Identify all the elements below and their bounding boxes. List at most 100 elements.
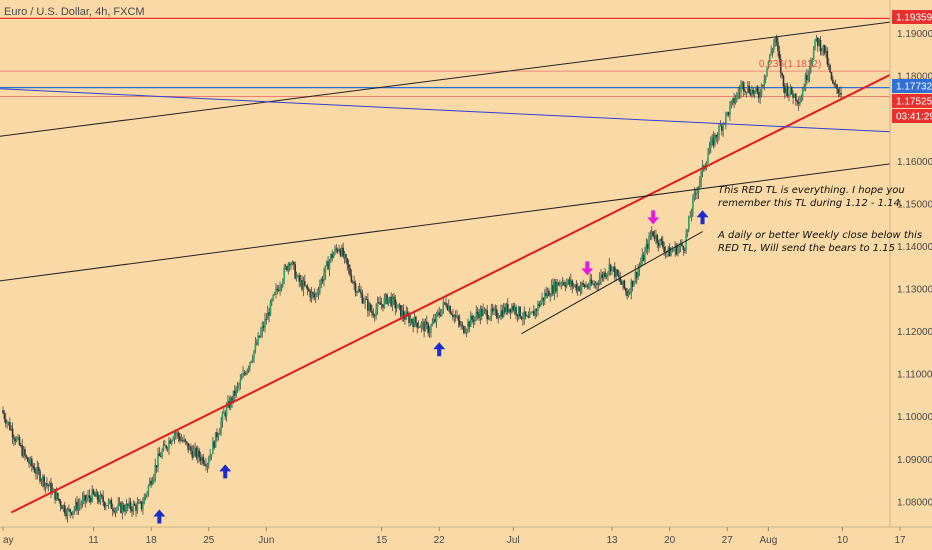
time-tick-label: 17 xyxy=(895,535,907,546)
annotation-note-1-line-2: remember this TL during 1.12 - 1.14. xyxy=(718,198,903,209)
candle-body xyxy=(220,421,222,432)
candle-body xyxy=(457,316,460,321)
candle-body xyxy=(253,350,255,359)
candle-body xyxy=(354,283,357,293)
trend-line-short-channel[interactable] xyxy=(521,231,703,335)
candle-body xyxy=(96,492,99,500)
candle-body xyxy=(350,275,353,282)
candle-body xyxy=(544,293,546,301)
trend-line-upper-channel[interactable] xyxy=(0,19,917,138)
candle-body xyxy=(656,234,659,243)
candle-body xyxy=(741,82,744,87)
candle-body xyxy=(493,309,495,312)
arrow-up-icon[interactable] xyxy=(433,342,446,357)
candle-body xyxy=(31,458,33,466)
plot-area[interactable] xyxy=(0,17,932,524)
candle-body xyxy=(133,503,136,506)
candle-body xyxy=(317,292,320,294)
candle-body xyxy=(482,309,484,316)
candle-body xyxy=(265,319,268,320)
candle-body xyxy=(607,272,609,275)
candle-body xyxy=(390,296,392,307)
candle-body xyxy=(291,261,294,265)
candle-body xyxy=(401,310,403,317)
candle-body xyxy=(213,441,216,448)
candle-body xyxy=(266,312,269,320)
arrow-up-icon[interactable] xyxy=(153,509,166,524)
price-tick-label: 1.13000 xyxy=(897,285,932,296)
candle-body xyxy=(474,316,476,322)
time-tick-label: 27 xyxy=(722,535,734,546)
candle-body xyxy=(172,438,174,441)
candle-body xyxy=(450,313,453,315)
candle-body xyxy=(757,91,760,98)
candle-body xyxy=(682,245,685,250)
candle-body xyxy=(246,369,248,375)
candle-body xyxy=(260,331,262,338)
candle-body xyxy=(334,248,336,254)
candle-body xyxy=(150,480,152,485)
candle-body xyxy=(247,367,250,370)
candle-body xyxy=(833,83,836,85)
candle-body xyxy=(106,505,109,507)
candle-body xyxy=(611,266,613,272)
candle-body xyxy=(570,280,572,285)
candle-body xyxy=(586,285,589,288)
candle-body xyxy=(692,196,694,212)
candle-body xyxy=(744,91,746,92)
arrow-down-icon[interactable] xyxy=(581,261,594,276)
candle-body xyxy=(818,40,820,46)
candle-body xyxy=(375,308,377,316)
candle-body xyxy=(626,291,628,296)
price-tag: 03:41:29 xyxy=(892,109,932,123)
candle-body xyxy=(113,510,115,513)
candle-body xyxy=(464,331,467,334)
candle-body xyxy=(69,508,72,513)
candle-body xyxy=(254,343,257,351)
candle-body xyxy=(612,266,615,268)
trend-line-blue-downtrend[interactable] xyxy=(0,88,932,137)
candle-body xyxy=(822,44,825,51)
candle-body xyxy=(275,288,277,293)
candle-body xyxy=(181,440,184,442)
price-tick-label: 1.10000 xyxy=(897,412,932,423)
price-tick-label: 1.11000 xyxy=(897,370,932,381)
candle-body xyxy=(646,244,649,249)
candle-body xyxy=(294,264,296,279)
candle-body xyxy=(4,418,7,424)
candle-body xyxy=(353,281,355,284)
candle-body xyxy=(548,290,550,297)
arrow-up-icon[interactable] xyxy=(219,464,232,479)
trend-line-red-uptrend[interactable] xyxy=(10,70,900,514)
candle-body xyxy=(192,450,195,458)
candle-body xyxy=(342,247,344,257)
price-tag: 1.17525 xyxy=(892,94,932,108)
candle-body xyxy=(653,236,656,239)
candle-body xyxy=(170,440,173,444)
candle-body xyxy=(319,285,321,293)
candle-body xyxy=(637,269,639,278)
candle-body xyxy=(677,248,679,255)
candle-body xyxy=(378,302,380,304)
candle-body xyxy=(711,137,713,141)
candle-body xyxy=(217,434,220,438)
candle-body xyxy=(284,266,287,268)
candle-body xyxy=(513,306,516,311)
candle-body xyxy=(777,42,779,52)
candle-body xyxy=(419,326,421,328)
candle-body xyxy=(292,261,295,265)
candle-body xyxy=(537,303,539,311)
arrow-down-icon[interactable] xyxy=(647,210,660,225)
candle-body xyxy=(25,455,28,458)
candle-body xyxy=(506,303,509,313)
candle-body xyxy=(803,88,805,91)
candle-body xyxy=(576,286,579,291)
candle-body xyxy=(402,310,405,317)
candle-body xyxy=(604,272,606,277)
candle-body xyxy=(103,502,106,507)
trend-line-mid-resistance[interactable] xyxy=(0,151,932,283)
candle-body xyxy=(572,285,575,287)
candle-body xyxy=(98,499,100,503)
arrow-up-icon[interactable] xyxy=(696,210,709,225)
